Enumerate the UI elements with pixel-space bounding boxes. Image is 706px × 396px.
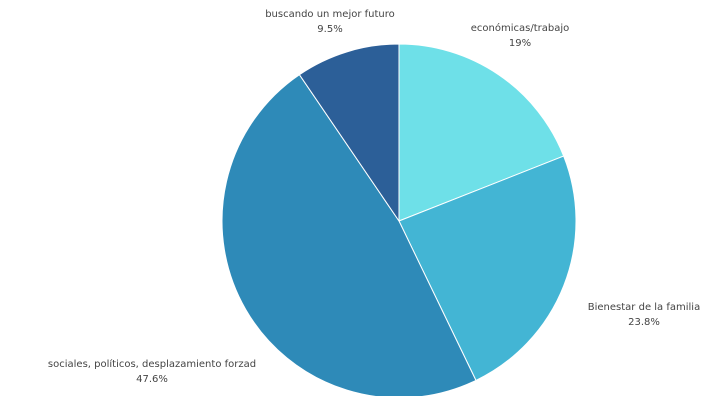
slice-label-4: buscando un mejor futuro [265,9,395,20]
pie-slice-3 [221,73,477,396]
pie-labels: económicas/trabajo 19% Bienestar de la fam… [48,9,700,385]
slice-value-1: 19% [509,38,531,49]
pie-slice-1 [398,43,565,222]
pie-slice-4 [298,43,400,223]
slice-value-4: 9.5% [317,24,342,35]
slice-value-3: 47.6% [136,374,168,385]
slice-label-1: económicas/trabajo [471,22,569,34]
slice-value-2: 23.8% [628,317,660,328]
slice-label-3: sociales, políticos, desplazamiento forz… [48,358,256,370]
pie-slices [221,43,577,396]
slice-label-2: Bienestar de la familia [588,302,700,313]
pie-slice-2 [398,155,577,382]
